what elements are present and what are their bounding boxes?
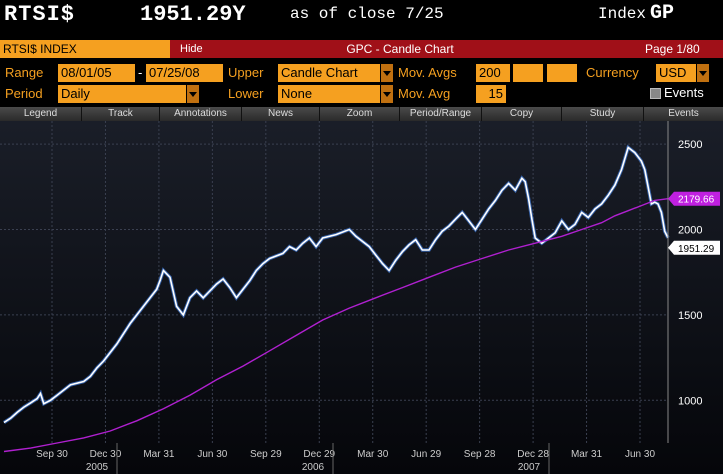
price-chart[interactable]: 1000 1500 2000 2500 Sep 30 Dec 30 Mar 31 Jun 3… — [0, 121, 723, 474]
ma-value-badge — [668, 191, 720, 206]
ma-value-label: 2179.66 — [678, 195, 715, 206]
toolbar-period-range-button[interactable]: Period/Range — [400, 107, 482, 121]
chart-series — [3, 144, 670, 453]
y-tick-label: 1000 — [678, 395, 702, 407]
x-tick-label: Sep 28 — [464, 449, 496, 460]
period-label: Period — [5, 86, 43, 101]
mov-avg-2-input[interactable] — [513, 64, 543, 82]
mov-avgs-label: Mov. Avgs — [398, 65, 457, 80]
chart-background — [0, 121, 723, 474]
mov-avg-3-input[interactable] — [547, 64, 577, 82]
y-tick-label: 2500 — [678, 139, 702, 151]
as-of-text: as of close 7/25 — [290, 5, 444, 23]
toolbar-study-button[interactable]: Study — [562, 107, 644, 121]
toolbar-news-button[interactable]: News — [242, 107, 320, 121]
chart-toolbar: Legend Track Annotations News Zoom Perio… — [0, 107, 723, 121]
period-dropdown-icon[interactable] — [187, 85, 199, 103]
chart-price-labels: 2179.66 1951.29 — [668, 191, 720, 255]
currency-label: Currency — [586, 65, 639, 80]
year-label: 2005 — [86, 462, 109, 473]
x-tick-label: Dec 28 — [517, 449, 549, 460]
page-indicator: Page 1/80 — [645, 42, 700, 56]
quote-header: RTSI$ 1951.29Y as of close 7/25 Index GP — [0, 0, 723, 36]
y-axis: 1000 1500 2000 2500 — [667, 121, 702, 443]
year-label: 2007 — [518, 462, 541, 473]
events-label: Events — [664, 85, 704, 100]
market-sector-label: Index — [598, 5, 647, 23]
x-tick-label: Jun 30 — [625, 449, 655, 460]
ticker-symbol: RTSI$ — [4, 2, 76, 27]
x-tick-label: Dec 29 — [303, 449, 335, 460]
mov-avg-lower-input[interactable]: 15 — [476, 85, 506, 103]
y-tick-label: 2000 — [678, 224, 702, 236]
last-price-label: 1951.29 — [678, 244, 715, 255]
x-tick-label: Sep 29 — [250, 449, 282, 460]
x-tick-label: Jun 30 — [197, 449, 227, 460]
mov-avg-1-input[interactable]: 200 — [476, 64, 510, 82]
lower-dropdown-icon[interactable] — [381, 85, 393, 103]
upper-label: Upper — [228, 65, 264, 80]
last-price-badge — [668, 240, 720, 255]
moving-average-line — [3, 198, 669, 453]
toolbar-legend-button[interactable]: Legend — [0, 107, 82, 121]
hide-button[interactable]: Hide — [180, 43, 203, 55]
mov-avg-label: Mov. Avg — [398, 86, 451, 101]
lower-label: Lower — [228, 86, 264, 101]
x-tick-label: Sep 30 — [36, 449, 68, 460]
range-start-input[interactable]: 08/01/05 — [58, 64, 135, 82]
range-separator: - — [138, 65, 143, 80]
upper-select[interactable]: Candle Chart — [278, 64, 380, 82]
upper-dropdown-icon[interactable] — [381, 64, 393, 82]
x-tick-label: Mar 30 — [357, 449, 389, 460]
toolbar-copy-button[interactable]: Copy — [482, 107, 562, 121]
range-label: Range — [5, 65, 44, 80]
events-checkbox[interactable] — [650, 88, 661, 99]
toolbar-annotations-button[interactable]: Annotations — [160, 107, 242, 121]
x-tick-label: Dec 30 — [90, 449, 122, 460]
toolbar-zoom-button[interactable]: Zoom — [320, 107, 400, 121]
lower-select[interactable]: None — [278, 85, 380, 103]
chart-title: GPC - Candle Chart — [346, 42, 454, 56]
last-price: 1951.29Y — [140, 2, 246, 27]
year-label: 2006 — [302, 462, 325, 473]
x-tick-label: Jun 29 — [411, 449, 441, 460]
y-tick-label: 1500 — [678, 310, 702, 322]
toolbar-events-button[interactable]: Events — [668, 108, 699, 119]
currency-select[interactable]: USD — [656, 64, 696, 82]
price-series-line — [3, 146, 669, 424]
x-axis: Sep 30 Dec 30 Mar 31 Jun 30 Sep 29 Dec 29 Mar … — [36, 443, 655, 474]
currency-dropdown-icon[interactable] — [697, 64, 709, 82]
toolbar-track-button[interactable]: Track — [82, 107, 160, 121]
period-select[interactable]: Daily — [58, 85, 186, 103]
security-field[interactable]: RTSI$ INDEX — [0, 40, 170, 58]
x-tick-label: Mar 31 — [571, 449, 603, 460]
x-tick-label: Mar 31 — [143, 449, 175, 460]
function-code: GP — [650, 2, 675, 25]
range-end-input[interactable]: 07/25/08 — [146, 64, 223, 82]
title-bar — [0, 40, 723, 58]
